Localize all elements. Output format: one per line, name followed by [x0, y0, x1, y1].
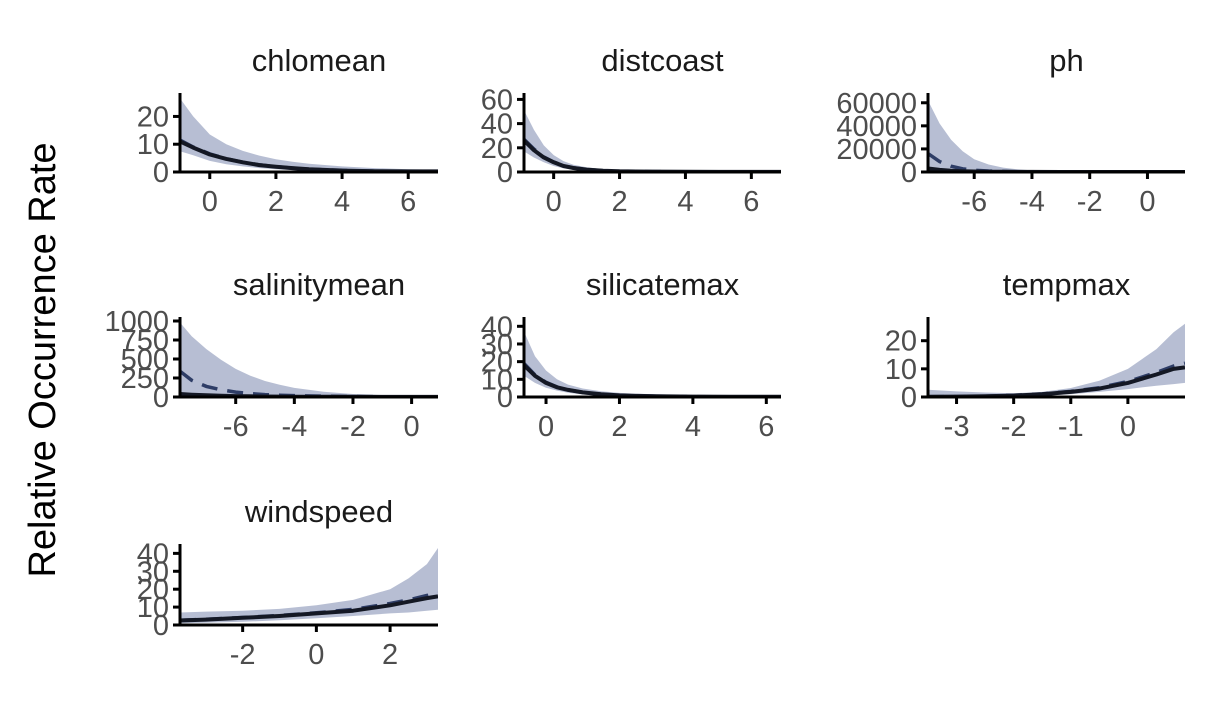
confidence-band	[180, 322, 438, 397]
x-tick-label: 6	[758, 411, 774, 443]
y-axis-label: Relative Occurrence Rate	[22, 142, 64, 577]
confidence-band	[928, 100, 1185, 172]
median-line	[524, 139, 781, 172]
x-tick-label: -6	[961, 186, 987, 218]
y-tick-label: 0	[153, 382, 169, 414]
mean-line	[524, 362, 781, 397]
y-tick-label: 0	[901, 382, 917, 414]
x-tick-label: -4	[1019, 186, 1045, 218]
x-tick-label: -1	[1058, 411, 1084, 443]
mean-line	[180, 591, 438, 623]
y-tick-label: 40	[481, 109, 513, 141]
y-tick-label: 0	[497, 382, 513, 414]
x-tick-label: 0	[1139, 186, 1155, 218]
y-tick-label: 60	[481, 84, 513, 116]
x-tick-label: -2	[340, 411, 366, 443]
x-tick-label: 0	[546, 186, 562, 218]
x-tick-label: 4	[334, 186, 350, 218]
y-tick-label: 30	[481, 329, 513, 361]
y-tick-label: 0	[153, 157, 169, 189]
x-tick-label: 0	[538, 411, 554, 443]
panel-title: silicatemax	[586, 267, 740, 302]
mean-line	[180, 369, 438, 397]
panel-title: ph	[1049, 43, 1083, 78]
y-tick-label: 0	[901, 157, 917, 189]
x-tick-label: -2	[1001, 411, 1027, 443]
confidence-band	[524, 110, 781, 172]
y-tick-label: 20000	[836, 134, 917, 166]
y-tick-label: 20	[481, 133, 513, 165]
panel-title: salinitymean	[233, 267, 405, 302]
y-tick-label: 0	[153, 610, 169, 642]
panel-title: chlomean	[252, 43, 386, 78]
y-tick-label: 750	[121, 325, 169, 357]
x-tick-label: -2	[230, 639, 256, 671]
x-tick-label: 2	[268, 186, 284, 218]
y-tick-label: 20	[885, 326, 917, 358]
y-tick-label: 20	[481, 347, 513, 379]
y-tick-label: 10	[137, 129, 169, 161]
x-tick-label: -4	[281, 411, 307, 443]
x-tick-label: 0	[308, 639, 324, 671]
x-tick-label: -6	[223, 411, 249, 443]
x-tick-label: 0	[1120, 411, 1136, 443]
x-tick-label: 0	[404, 411, 420, 443]
x-tick-label: 6	[400, 186, 416, 218]
panel-title: distcoast	[601, 43, 724, 78]
x-tick-label: 6	[743, 186, 759, 218]
y-tick-label: 30	[137, 556, 169, 588]
x-tick-label: 4	[685, 411, 701, 443]
y-tick-label: 10	[137, 592, 169, 624]
y-tick-label: 20	[137, 101, 169, 133]
x-tick-label: 4	[677, 186, 693, 218]
x-tick-label: -3	[944, 411, 970, 443]
y-tick-label: 40000	[836, 111, 917, 143]
panel-title: windspeed	[244, 494, 393, 529]
y-tick-label: 1000	[104, 306, 169, 338]
y-tick-label: 40	[481, 311, 513, 343]
y-tick-label: 20	[137, 574, 169, 606]
x-tick-label: 0	[202, 186, 218, 218]
x-tick-label: 2	[611, 186, 627, 218]
y-tick-label: 10	[481, 364, 513, 396]
y-tick-label: 10	[885, 354, 917, 386]
y-tick-label: 40	[137, 538, 169, 570]
median-line	[524, 363, 781, 397]
x-tick-label: 2	[611, 411, 627, 443]
panel-title: tempmax	[1003, 267, 1131, 302]
y-tick-label: 60000	[836, 88, 917, 120]
y-tick-label: 0	[497, 157, 513, 189]
x-tick-label: -2	[1077, 186, 1103, 218]
median-line	[180, 594, 438, 623]
y-tick-label: 500	[121, 344, 169, 376]
y-tick-label: 250	[121, 363, 169, 395]
confidence-band	[180, 98, 438, 172]
x-tick-label: 2	[382, 639, 398, 671]
confidence-band	[928, 323, 1185, 397]
